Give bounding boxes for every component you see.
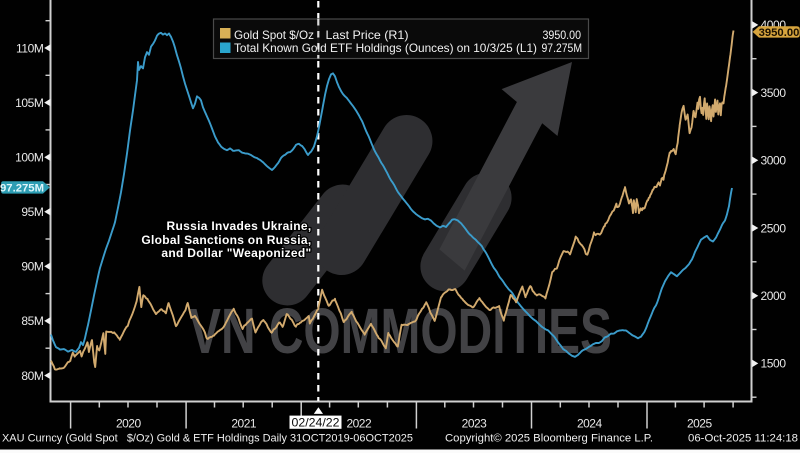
svg-text:Gold Spot $/Oz: Gold Spot $/Oz bbox=[234, 28, 314, 42]
svg-text:2500: 2500 bbox=[761, 221, 787, 235]
svg-text:97.275M: 97.275M bbox=[542, 41, 583, 55]
svg-text:80M: 80M bbox=[21, 369, 44, 383]
svg-text:1500: 1500 bbox=[761, 357, 787, 371]
svg-text:3500: 3500 bbox=[761, 86, 787, 100]
svg-text:3950.00: 3950.00 bbox=[543, 28, 582, 42]
svg-text:Last Price (R1): Last Price (R1) bbox=[326, 28, 409, 42]
svg-text:2022: 2022 bbox=[346, 417, 372, 431]
svg-text:2021: 2021 bbox=[231, 417, 257, 431]
svg-text:2020: 2020 bbox=[116, 417, 142, 431]
svg-text:95M: 95M bbox=[21, 205, 44, 219]
svg-text:2000: 2000 bbox=[761, 289, 787, 303]
svg-text:06-Oct-2025 11:24:18: 06-Oct-2025 11:24:18 bbox=[688, 433, 798, 445]
svg-text:110M: 110M bbox=[16, 41, 44, 55]
svg-text:02/24/22: 02/24/22 bbox=[292, 416, 340, 429]
svg-text:2023: 2023 bbox=[462, 417, 488, 431]
svg-text:Global Sanctions on Russia,: Global Sanctions on Russia, bbox=[141, 233, 311, 247]
svg-text:Russia Invades Ukraine,: Russia Invades Ukraine, bbox=[167, 219, 312, 233]
svg-text:97.275M: 97.275M bbox=[0, 182, 44, 194]
svg-text:Copyright© 2025 Bloomberg Fina: Copyright© 2025 Bloomberg Finance L.P. bbox=[445, 433, 653, 445]
svg-text:105M: 105M bbox=[15, 96, 44, 110]
svg-text:XAU Curncy (Gold Spot $/Oz): XAU Curncy (Gold Spot $/Oz) Gold & ETF H… bbox=[2, 433, 413, 445]
svg-text:3000: 3000 bbox=[761, 154, 787, 168]
svg-text:3950.00: 3950.00 bbox=[759, 27, 800, 39]
svg-text:100M: 100M bbox=[15, 151, 44, 165]
svg-text:2024: 2024 bbox=[577, 417, 603, 431]
svg-text:2025: 2025 bbox=[687, 417, 713, 431]
svg-text:85M: 85M bbox=[21, 314, 44, 328]
svg-text:90M: 90M bbox=[21, 260, 44, 274]
svg-text:Total Known Gold ETF Holdings: Total Known Gold ETF Holdings (Ounces) o… bbox=[234, 41, 537, 55]
svg-text:and Dollar "Weaponized": and Dollar "Weaponized" bbox=[161, 246, 311, 260]
